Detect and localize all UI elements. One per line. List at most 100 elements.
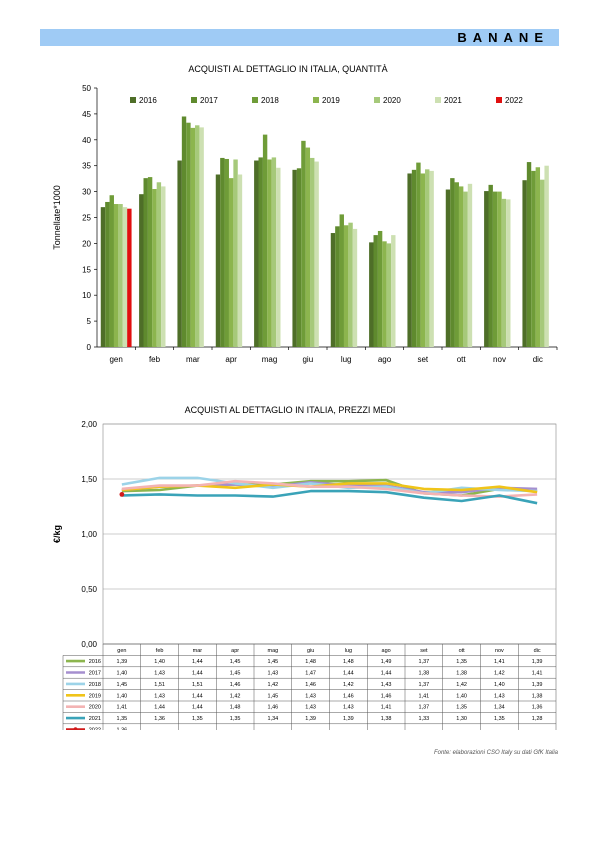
bar-2016-apr <box>215 174 221 347</box>
legend-swatch-2019 <box>313 97 319 103</box>
legend-swatch-2018 <box>252 97 258 103</box>
line-chart-y-axis-label: €/kg <box>52 525 62 543</box>
bar-2020-nov <box>501 198 507 347</box>
quantity-bar-chart: ACQUISTI AL DETTAGLIO IN ITALIA, QUANTIT… <box>52 64 558 364</box>
bar-2016-giu <box>292 169 297 347</box>
table-header-mag: mag <box>268 648 279 654</box>
legend-label-2021: 2021 <box>444 96 462 105</box>
bar-2021-set <box>429 170 434 347</box>
bar-2018-nov <box>492 191 498 347</box>
bar-chart-y-axis-label: Tonnellate*1000 <box>52 185 62 250</box>
bar-2021-ago <box>391 235 396 347</box>
legend-swatch-2016 <box>130 97 136 103</box>
table-cell-2020-giu: 1,43 <box>305 705 316 711</box>
bar-2017-lug <box>335 226 340 347</box>
price-line-chart: ACQUISTI AL DETTAGLIO IN ITALIA, PREZZI … <box>52 405 557 731</box>
legend-swatch-2021 <box>435 97 441 103</box>
bar-2019-mag <box>267 159 272 347</box>
y-tick-label: 1,00 <box>81 530 97 539</box>
bar-2018-apr <box>224 158 229 347</box>
banner-title: BANANE <box>457 30 549 45</box>
y-tick-label: 15 <box>82 265 91 274</box>
bar-2018-lug <box>339 214 344 347</box>
table-cell-2019-giu: 1,43 <box>305 693 316 699</box>
table-cell-2016-ott: 1,35 <box>456 659 467 665</box>
table-cell-2017-nov: 1,42 <box>494 671 505 677</box>
legend-label-2018: 2018 <box>261 96 279 105</box>
bar-2020-lug <box>348 222 353 347</box>
bar-2020-gen <box>118 204 123 347</box>
table-cell-2018-ago: 1,43 <box>381 682 392 688</box>
table-cell-2017-ott: 1,38 <box>456 671 467 677</box>
table-cell-2016-feb: 1,40 <box>154 659 165 665</box>
bar-2021-ott <box>467 183 473 347</box>
bar-2020-ott <box>463 191 468 347</box>
table-cell-2021-feb: 1,36 <box>154 716 165 722</box>
y-tick-label: 0,50 <box>81 585 97 594</box>
bar-2017-giu <box>296 168 302 347</box>
x-tick-label: ott <box>457 355 467 364</box>
bar-2016-ott <box>445 189 451 347</box>
table-cell-2021-mag: 1,34 <box>268 716 279 722</box>
table-cell-2018-mag: 1,42 <box>268 682 279 688</box>
bar-2017-apr <box>220 157 225 347</box>
bar-2016-lug <box>330 233 336 347</box>
bar-2022-gen <box>127 208 132 347</box>
table-cell-2018-mar: 1,51 <box>192 682 203 688</box>
bar-2020-mag <box>271 157 277 347</box>
table-header-ott: ott <box>459 648 466 654</box>
y-tick-label: 30 <box>82 188 91 197</box>
series-line-2020 <box>121 479 538 498</box>
bar-2019-ott <box>458 186 464 347</box>
table-cell-2016-mag: 1,45 <box>268 659 279 665</box>
table-cell-2019-ott: 1,40 <box>456 693 467 699</box>
table-cell-2021-gen: 1,35 <box>117 716 128 722</box>
y-tick-label: 2,00 <box>81 420 97 429</box>
bar-2016-ago <box>369 242 374 347</box>
x-tick-label: ago <box>378 355 392 364</box>
y-tick-label: 0 <box>87 343 92 352</box>
table-cell-2017-feb: 1,43 <box>154 671 165 677</box>
table-cell-2022-gen: 1,36 <box>117 728 128 731</box>
table-cell-2016-gen: 1,39 <box>117 659 128 665</box>
bar-2018-mar <box>186 122 191 348</box>
y-tick-label: 20 <box>82 239 91 248</box>
series-line-2021 <box>121 489 538 505</box>
table-cell-2019-gen: 1,40 <box>117 693 128 699</box>
bar-2021-gen <box>122 207 128 347</box>
y-tick-label: 25 <box>82 214 91 223</box>
bar-2020-giu <box>310 157 315 347</box>
table-series-name-2018: 2018 <box>89 682 101 688</box>
table-cell-2019-apr: 1,42 <box>230 693 241 699</box>
bar-2019-feb <box>152 189 157 347</box>
x-tick-label: mar <box>186 355 200 364</box>
bar-2020-dic <box>540 179 545 347</box>
legend-swatch-2020 <box>374 97 380 103</box>
table-cell-2021-apr: 1,35 <box>230 716 241 722</box>
table-cell-2016-nov: 1,41 <box>494 659 505 665</box>
bar-2017-set <box>411 169 417 347</box>
bar-2021-mar <box>199 127 204 347</box>
y-tick-label: 10 <box>82 291 91 300</box>
table-cell-2017-mag: 1,43 <box>268 671 279 677</box>
table-cell-2020-dic: 1,36 <box>532 705 543 711</box>
table-cell-2020-feb: 1,44 <box>154 705 165 711</box>
table-cell-2021-ago: 1,38 <box>381 716 392 722</box>
legend-label-2016: 2016 <box>139 96 157 105</box>
table-cell-2017-lug: 1,44 <box>343 671 354 677</box>
bar-2016-gen <box>100 207 106 347</box>
table-cell-2018-dic: 1,39 <box>532 682 543 688</box>
table-cell-2016-ago: 1,49 <box>381 659 392 665</box>
table-header-gen: gen <box>117 648 126 654</box>
table-cell-2020-set: 1,37 <box>419 705 430 711</box>
table-cell-2021-giu: 1,39 <box>305 716 316 722</box>
table-header-giu: giu <box>307 648 314 654</box>
bar-2018-ago <box>377 230 383 347</box>
bar-2021-apr <box>237 174 243 347</box>
table-cell-2021-nov: 1,35 <box>494 716 505 722</box>
bar-2018-dic <box>531 170 536 347</box>
y-tick-label: 50 <box>82 84 91 93</box>
y-tick-label: 40 <box>82 136 91 145</box>
bar-2021-giu <box>314 161 319 347</box>
bar-2021-lug <box>352 228 358 347</box>
